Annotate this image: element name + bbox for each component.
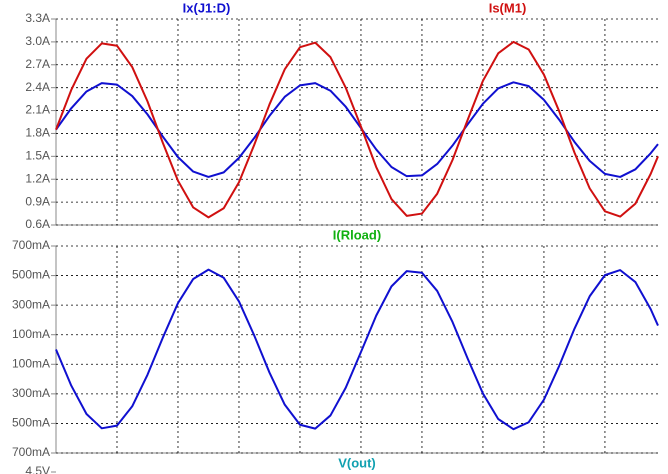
y-tick-label: 4.5V: [25, 464, 50, 474]
y-tick-label: 2.1A: [25, 103, 50, 117]
y-tick-label: 700mA: [12, 238, 50, 252]
y-tick-label: 0.9A: [25, 194, 50, 208]
y-tick-label: 3.0A: [25, 34, 50, 48]
legend-entry: Ix(J1:D): [183, 0, 231, 15]
y-tick-label: 500mA: [12, 268, 50, 282]
trace: [55, 268, 659, 431]
y-tick-label: 1.5A: [25, 149, 50, 163]
y-tick-label: 100mA: [12, 327, 50, 341]
y-tick-label: 700mA: [12, 445, 50, 459]
y-tick-label: 100mA: [12, 356, 50, 370]
y-tick-label: 0.6A: [25, 217, 50, 231]
trace: [55, 40, 659, 219]
y-tick-label: 500mA: [12, 416, 50, 430]
y-tick-label: 300mA: [12, 297, 50, 311]
y-tick-label: 2.4A: [25, 80, 50, 94]
y-tick-label: 300mA: [12, 386, 50, 400]
legend-entry: I(Rload): [333, 227, 381, 242]
legend-entry: Is(M1): [489, 0, 527, 15]
y-tick-label: 2.7A: [25, 57, 50, 71]
y-tick-label: 3.3A: [25, 11, 50, 25]
y-tick-label: 1.8A: [25, 126, 50, 140]
chart-title: V(out): [338, 455, 376, 470]
y-tick-label: 1.2A: [25, 171, 50, 185]
